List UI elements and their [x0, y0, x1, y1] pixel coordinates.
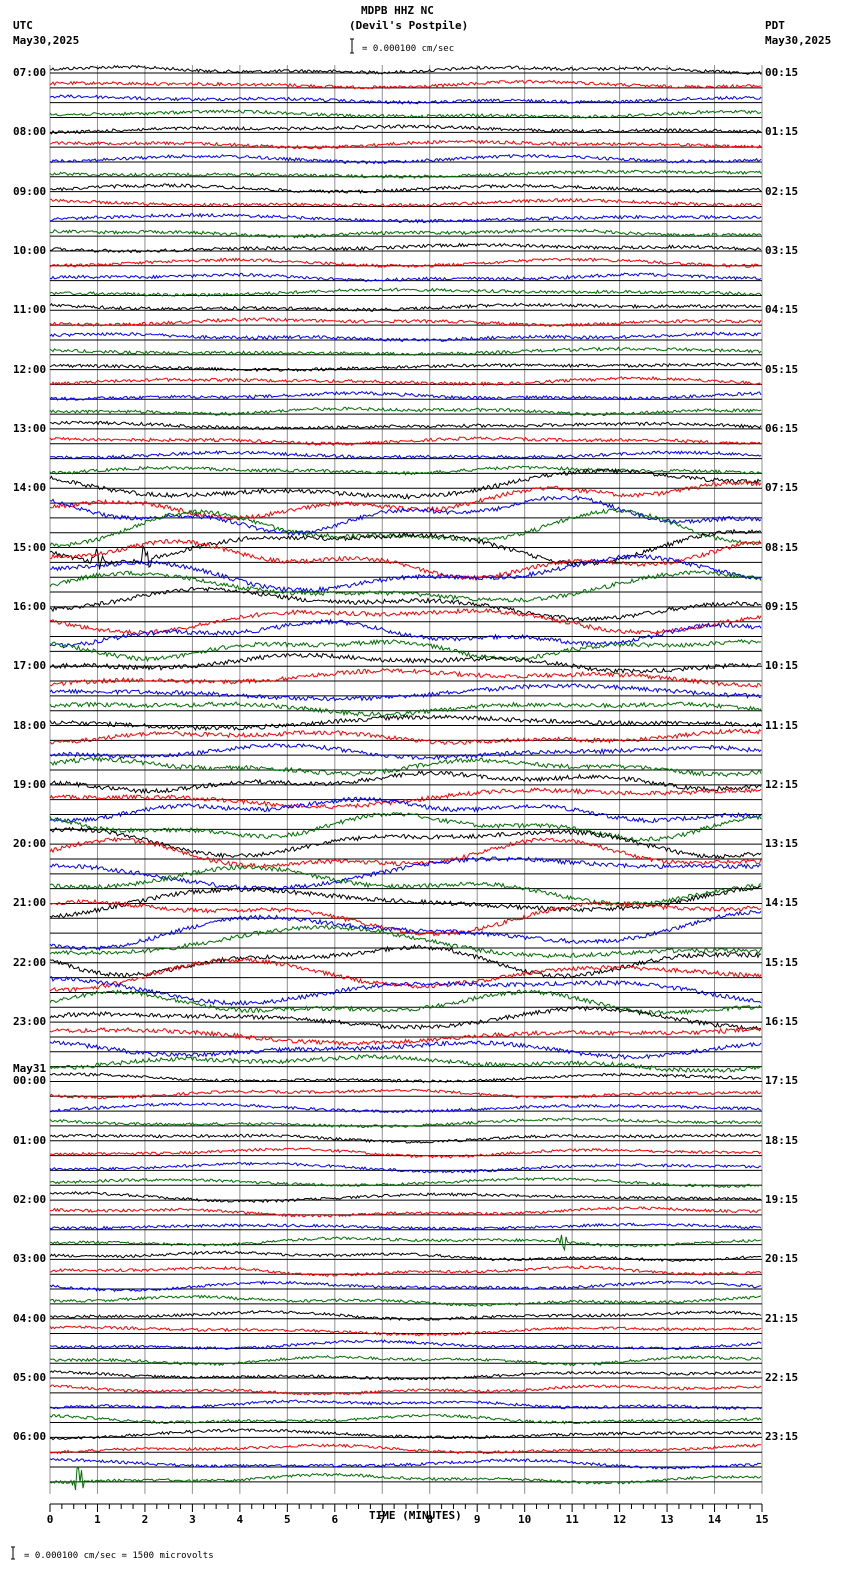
x-tick-label: 9 — [473, 1513, 481, 1526]
pdt-hour-label: 07:15 — [765, 481, 799, 495]
pdt-hour-label: 04:15 — [765, 303, 799, 317]
station-title: MDPB HHZ NC — [361, 4, 434, 17]
right-date: May30,2025 — [765, 34, 832, 47]
pdt-hour-label: 00:15 — [765, 66, 799, 79]
utc-hour-label: 12:00 — [13, 362, 47, 376]
utc-hour-label: 15:00 — [13, 540, 47, 554]
x-tick-label: 1 — [94, 1513, 101, 1526]
x-tick-label: 13 — [660, 1513, 674, 1526]
utc-hour-label: 18:00 — [13, 718, 47, 732]
x-tick-label: 3 — [189, 1513, 196, 1526]
x-tick-label: 10 — [518, 1513, 532, 1526]
pdt-hour-label: 18:15 — [765, 1133, 799, 1147]
x-axis — [49, 1503, 763, 1512]
left-timezone: UTC — [13, 19, 33, 32]
left-date: May30,2025 — [13, 34, 80, 47]
seismic-traces — [49, 64, 762, 1491]
pdt-hour-label: 16:15 — [765, 1015, 799, 1029]
pdt-hour-label: 06:15 — [765, 421, 799, 435]
utc-hour-label: 02:00 — [13, 1193, 47, 1207]
utc-hour-label: 14:00 — [13, 481, 47, 495]
utc-hour-label: 06:00 — [13, 1430, 47, 1444]
utc-hour-label: 13:00 — [13, 421, 47, 435]
pdt-hour-label: 21:15 — [765, 1311, 799, 1325]
utc-hour-label: 20:00 — [13, 837, 47, 851]
pdt-hour-label: 03:15 — [765, 243, 799, 257]
pdt-hour-label: 12:15 — [765, 777, 799, 791]
utc-hour-label: 16:00 — [13, 599, 47, 613]
x-axis-title: TIME (MINUTES) — [369, 1509, 462, 1522]
x-tick-label: 11 — [565, 1513, 579, 1526]
x-tick-label: 8 — [426, 1513, 434, 1526]
x-tick-label: 0 — [46, 1513, 54, 1526]
utc-hour-label: 03:00 — [13, 1252, 47, 1266]
scale-bar-icons — [11, 38, 354, 1560]
scale-label: = 0.000100 cm/sec — [362, 44, 455, 54]
x-tick-label: 7 — [378, 1513, 386, 1526]
pdt-hour-label: 13:15 — [765, 837, 799, 851]
utc-hour-label: 21:00 — [13, 896, 47, 910]
utc-hour-label: 19:00 — [13, 777, 47, 791]
utc-hour-label: 07:00 — [13, 66, 47, 79]
station-location: (Devil's Postpile) — [349, 19, 469, 32]
pdt-hour-label: 01:15 — [765, 125, 799, 139]
footer-scale-label: = 0.000100 cm/sec = 1500 microvolts — [24, 1551, 214, 1561]
pdt-hour-label: 08:15 — [765, 540, 799, 554]
utc-hour-label: 04:00 — [13, 1311, 47, 1325]
pdt-hour-label: 19:15 — [765, 1193, 799, 1207]
utc-hour-label: 22:00 — [13, 955, 47, 969]
utc-hour-label: 10:00 — [13, 243, 47, 257]
x-tick-label: 6 — [331, 1513, 339, 1526]
x-tick-label: 4 — [236, 1513, 244, 1526]
pdt-hour-label: 09:15 — [765, 599, 799, 613]
x-tick-label: 2 — [141, 1513, 149, 1526]
utc-hour-label: 11:00 — [13, 303, 47, 317]
x-tick-label: 12 — [612, 1513, 627, 1526]
pdt-hour-label: 17:15 — [765, 1074, 799, 1088]
pdt-hour-label: 15:15 — [765, 955, 799, 969]
utc-hour-label: 23:00 — [13, 1015, 47, 1029]
utc-hour-label: 09:00 — [13, 184, 47, 198]
right-timezone: PDT — [765, 19, 785, 32]
pdt-hour-label: 02:15 — [765, 184, 799, 198]
pdt-hour-label: 22:15 — [765, 1371, 799, 1385]
pdt-hour-label: 10:15 — [765, 659, 799, 673]
utc-hour-label: 05:00 — [13, 1371, 47, 1385]
pdt-hour-label: 14:15 — [765, 896, 799, 910]
x-tick-label: 14 — [707, 1513, 722, 1526]
utc-hour-label: 01:00 — [13, 1133, 47, 1147]
pdt-hour-label: 20:15 — [765, 1252, 799, 1266]
pdt-hour-label: 11:15 — [765, 718, 799, 732]
x-tick-label: 5 — [284, 1513, 291, 1526]
utc-hour-label: May31 00:00 — [13, 1062, 47, 1088]
utc-hour-label: 17:00 — [13, 659, 47, 673]
x-tick-label: 15 — [755, 1513, 769, 1526]
pdt-hour-label: 05:15 — [765, 362, 799, 376]
trace-baselines — [50, 72, 762, 1483]
pdt-hour-label: 23:15 — [765, 1430, 799, 1444]
utc-hour-label: 08:00 — [13, 125, 47, 139]
